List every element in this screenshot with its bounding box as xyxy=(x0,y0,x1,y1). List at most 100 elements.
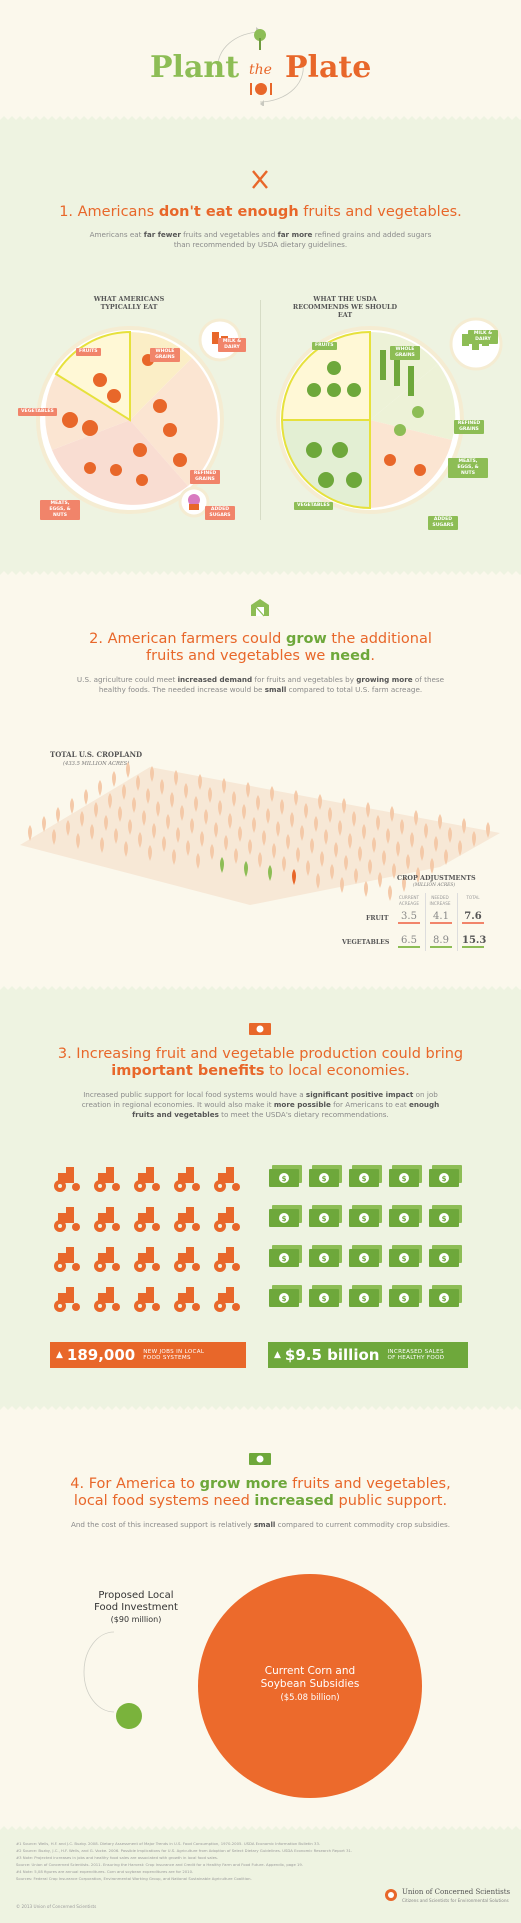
money-icon: $ xyxy=(269,1165,302,1187)
left-label-milk: MILK & DAIRY xyxy=(218,338,246,352)
crop-leaf xyxy=(228,813,232,829)
right-label-whole-grains: WHOLE GRAINS xyxy=(390,346,420,360)
tractor-icon xyxy=(174,1167,200,1192)
crop-leaf xyxy=(170,792,174,808)
crop-leaf xyxy=(306,860,310,876)
crop-leaf xyxy=(66,820,70,836)
crop-leaf xyxy=(196,853,200,869)
crop-leaf xyxy=(320,851,324,867)
crop-leaf xyxy=(354,868,358,884)
section-4: 4. For America to grow more fruits and v… xyxy=(0,1410,521,1830)
crop-leaf-highlight xyxy=(220,857,224,873)
crop-leaf xyxy=(210,844,214,860)
plate-utensils-icon xyxy=(250,83,272,95)
crop-leaf xyxy=(318,794,322,810)
crop-leaf-highlight xyxy=(292,869,296,885)
tractor-icon xyxy=(54,1207,80,1232)
left-label-meats: MEATS, EGGS, & NUTS xyxy=(40,500,80,520)
source-note: #1 Source: Wells, H.F. and J.C. Buzby. 2… xyxy=(16,1841,321,1846)
dollar-bill-icon xyxy=(249,1453,271,1465)
source-note: Sources: Federal Crop Insurance Corporat… xyxy=(16,1876,252,1881)
money-icon: $ xyxy=(389,1165,422,1187)
crop-leaf xyxy=(90,824,94,840)
svg-text:$: $ xyxy=(322,1175,327,1183)
svg-text:$: $ xyxy=(402,1175,407,1183)
sales-label: INCREASED SALES OF HEALTHY FOOD xyxy=(387,1348,445,1362)
section-2-body: U.S. agriculture could meet increased de… xyxy=(76,675,445,694)
org-tagline: Citizens and Scientists for Environmenta… xyxy=(402,1898,509,1903)
crop-leaf xyxy=(372,837,376,853)
crop-leaf xyxy=(420,845,424,861)
adjust-col-divider-1 xyxy=(425,893,426,951)
svg-text:$: $ xyxy=(402,1255,407,1263)
tractor-icon xyxy=(174,1247,200,1272)
crop-leaf xyxy=(172,849,176,865)
crop-leaf xyxy=(294,790,298,806)
crop-leaf xyxy=(328,807,332,823)
adjust-col-divider-2 xyxy=(457,893,458,951)
money-icon: $ xyxy=(349,1245,382,1267)
crop-leaf xyxy=(378,872,382,888)
tractor-icon xyxy=(174,1287,200,1312)
header: Plant the Plate xyxy=(0,0,521,120)
crop-leaf xyxy=(300,825,304,841)
crop-leaf xyxy=(402,876,406,892)
section-4-body: And the cost of this increased support i… xyxy=(70,1520,451,1529)
money-icon: $ xyxy=(389,1285,422,1307)
crop-leaf xyxy=(342,798,346,814)
title-plant: Plant xyxy=(150,50,240,85)
money-icon: $ xyxy=(429,1165,462,1187)
svg-text:$: $ xyxy=(442,1255,447,1263)
title-plate: Plate xyxy=(285,50,372,85)
cropland-title: TOTAL U.S. CROPLAND xyxy=(50,750,143,759)
crop-leaf xyxy=(386,828,390,844)
crop-leaf xyxy=(238,826,242,842)
crop-leaf xyxy=(334,842,338,858)
left-label-vegetables: VEGETABLES xyxy=(18,408,57,416)
crop-leaf xyxy=(42,816,46,832)
zigzag-divider xyxy=(0,116,521,124)
crop-leaf xyxy=(214,822,218,838)
money-icon: $ xyxy=(349,1285,382,1307)
svg-text:$: $ xyxy=(282,1175,287,1183)
crop-leaf xyxy=(124,841,128,857)
barn-icon xyxy=(251,599,269,617)
cropland-subtitle: (433.5 MILLION ACRES) xyxy=(63,761,130,767)
money-icon: $ xyxy=(269,1285,302,1307)
crop-leaf xyxy=(152,823,156,839)
crop-leaf xyxy=(438,814,442,830)
left-plate-title: WHAT AMERICANS TYPICALLY EAT xyxy=(93,295,165,311)
money-icon: $ xyxy=(309,1165,342,1187)
tractor-icon xyxy=(54,1247,80,1272)
crop-leaf xyxy=(190,818,194,834)
crop-leaf xyxy=(270,786,274,802)
right-label-sugars: ADDED SUGARS xyxy=(428,516,458,530)
sales-number: $9.5 billion xyxy=(284,1346,380,1364)
crop-leaf xyxy=(222,778,226,794)
veg-total: 15.3 xyxy=(462,935,487,948)
up-triangle-icon: ▲ xyxy=(274,1350,281,1360)
money-grid: $ $ $ $ $ $ $ $ $ $ $ $ $ $ $ $ $ $ $ $ xyxy=(268,1165,478,1365)
section-3-title: 3. Increasing fruit and vegetable produc… xyxy=(57,1046,464,1079)
crop-leaf xyxy=(112,771,116,787)
crop-leaf xyxy=(382,850,386,866)
money-icon: $ xyxy=(389,1205,422,1227)
small-investment-label: Proposed Local Food Investment ($90 milli… xyxy=(94,1590,178,1624)
tractor-icon xyxy=(134,1287,160,1312)
section-3: 3. Increasing fruit and vegetable produc… xyxy=(0,990,521,1410)
left-plate xyxy=(36,326,224,514)
jobs-number: 189,000 xyxy=(66,1346,136,1364)
right-label-refined: REFINED GRAINS xyxy=(454,420,484,434)
source-note: #2 Source: Buzby, J.C., H.F. Wells, and … xyxy=(16,1848,353,1853)
zigzag-divider xyxy=(0,571,521,579)
crop-leaf xyxy=(310,838,314,854)
section-1-body: Americans eat far fewer fruits and veget… xyxy=(89,230,432,249)
money-icon: $ xyxy=(309,1245,342,1267)
crop-leaf xyxy=(256,795,260,811)
crop-leaf xyxy=(286,834,290,850)
veg-increase: 8.9 xyxy=(430,935,452,948)
crop-leaf xyxy=(340,877,344,893)
jobs-label: NEW JOBS IN LOCAL FOOD SYSTEMS xyxy=(143,1348,205,1362)
zigzag-divider xyxy=(0,1406,521,1414)
svg-text:$: $ xyxy=(442,1215,447,1223)
